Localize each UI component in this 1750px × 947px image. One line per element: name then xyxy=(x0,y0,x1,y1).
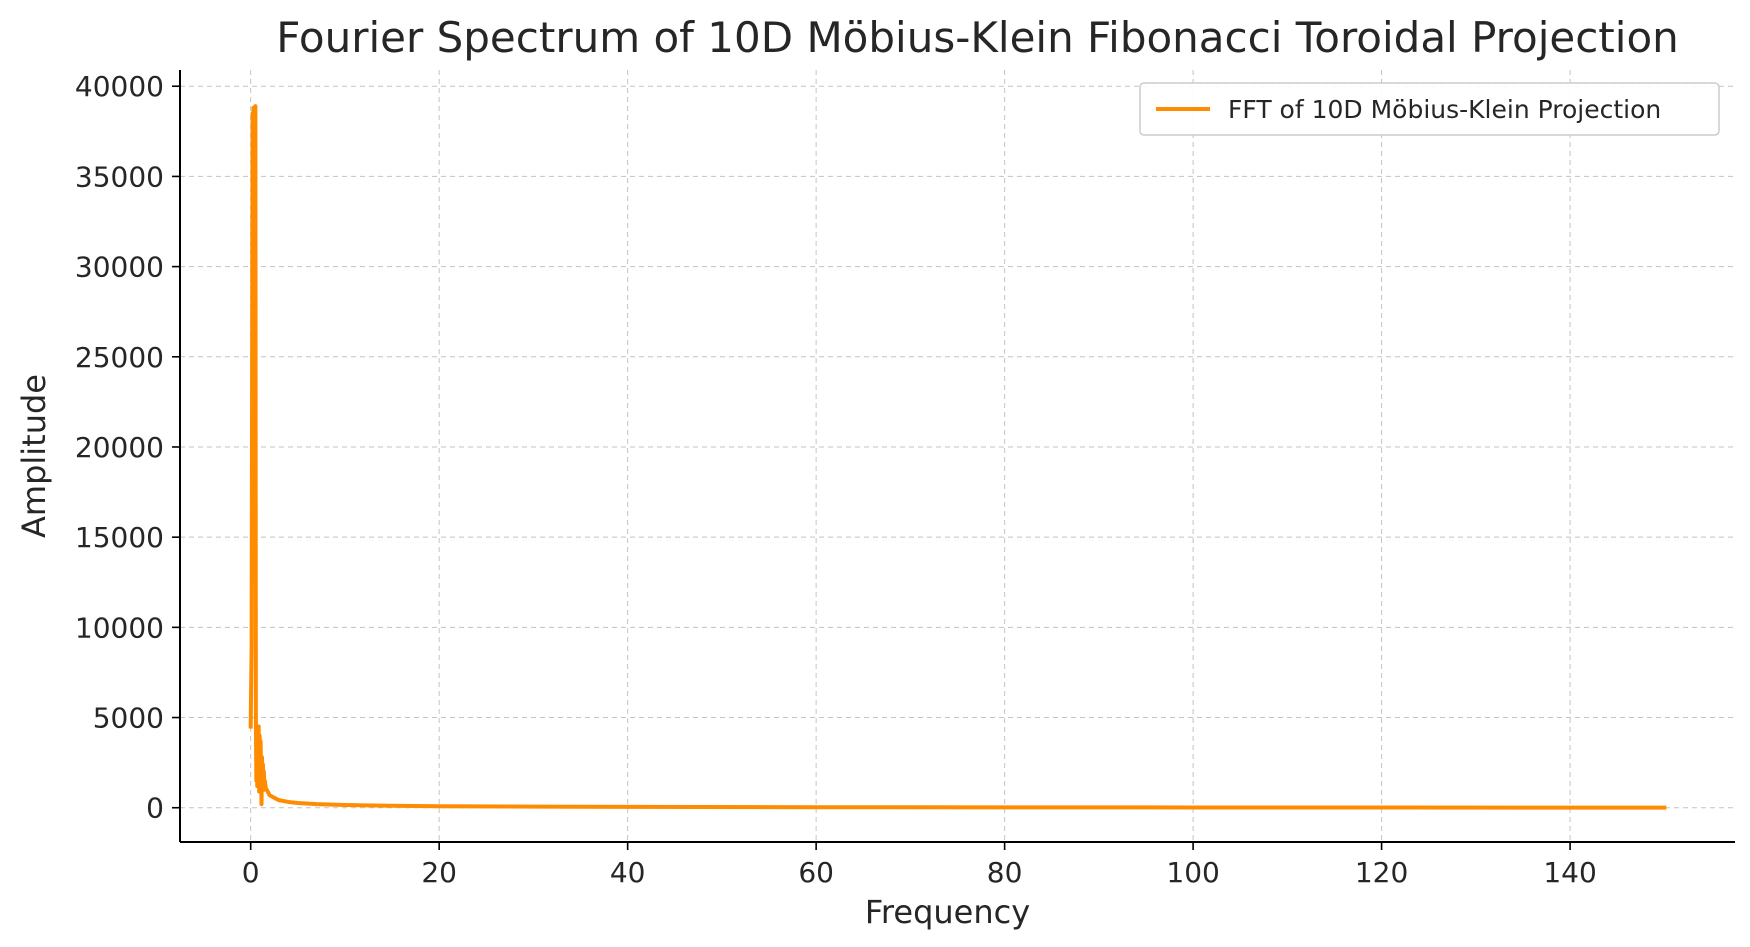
x-tick-label: 20 xyxy=(421,856,457,889)
y-tick-label: 25000 xyxy=(75,341,164,374)
plot-area xyxy=(248,104,1667,810)
tick-labels: 0 20 40 60 80 100 120 140 0 5000 10000 15000 20000 25… xyxy=(75,70,1597,889)
y-tick-label: 35000 xyxy=(75,160,164,193)
x-tick-label: 100 xyxy=(1166,856,1219,889)
x-tick-label: 80 xyxy=(987,856,1023,889)
axes xyxy=(179,70,1735,843)
y-tick-label: 15000 xyxy=(75,521,164,554)
y-tick-label: 20000 xyxy=(75,431,164,464)
y-tick-label: 30000 xyxy=(75,251,164,284)
x-tick-label: 140 xyxy=(1543,856,1596,889)
x-axis-title: Frequency xyxy=(865,893,1030,931)
y-tick-label: 0 xyxy=(146,792,164,825)
legend: FFT of 10D Möbius-Klein Projection xyxy=(1139,82,1720,136)
legend-box xyxy=(1139,82,1720,136)
x-tick-label: 60 xyxy=(798,856,834,889)
legend-label: FFT of 10D Möbius-Klein Projection xyxy=(1228,95,1661,124)
chart-title: Fourier Spectrum of 10D Möbius-Klein Fib… xyxy=(276,13,1679,62)
series-line-0 xyxy=(248,104,1667,810)
x-tick-label: 0 xyxy=(242,856,260,889)
y-axis-title: Amplitude xyxy=(15,374,53,538)
y-tick-label: 10000 xyxy=(75,611,164,644)
grid xyxy=(180,70,1735,842)
y-tick-label: 5000 xyxy=(93,702,164,735)
y-tick-label: 40000 xyxy=(75,70,164,103)
x-tick-label: 120 xyxy=(1355,856,1408,889)
x-tick-label: 40 xyxy=(610,856,646,889)
